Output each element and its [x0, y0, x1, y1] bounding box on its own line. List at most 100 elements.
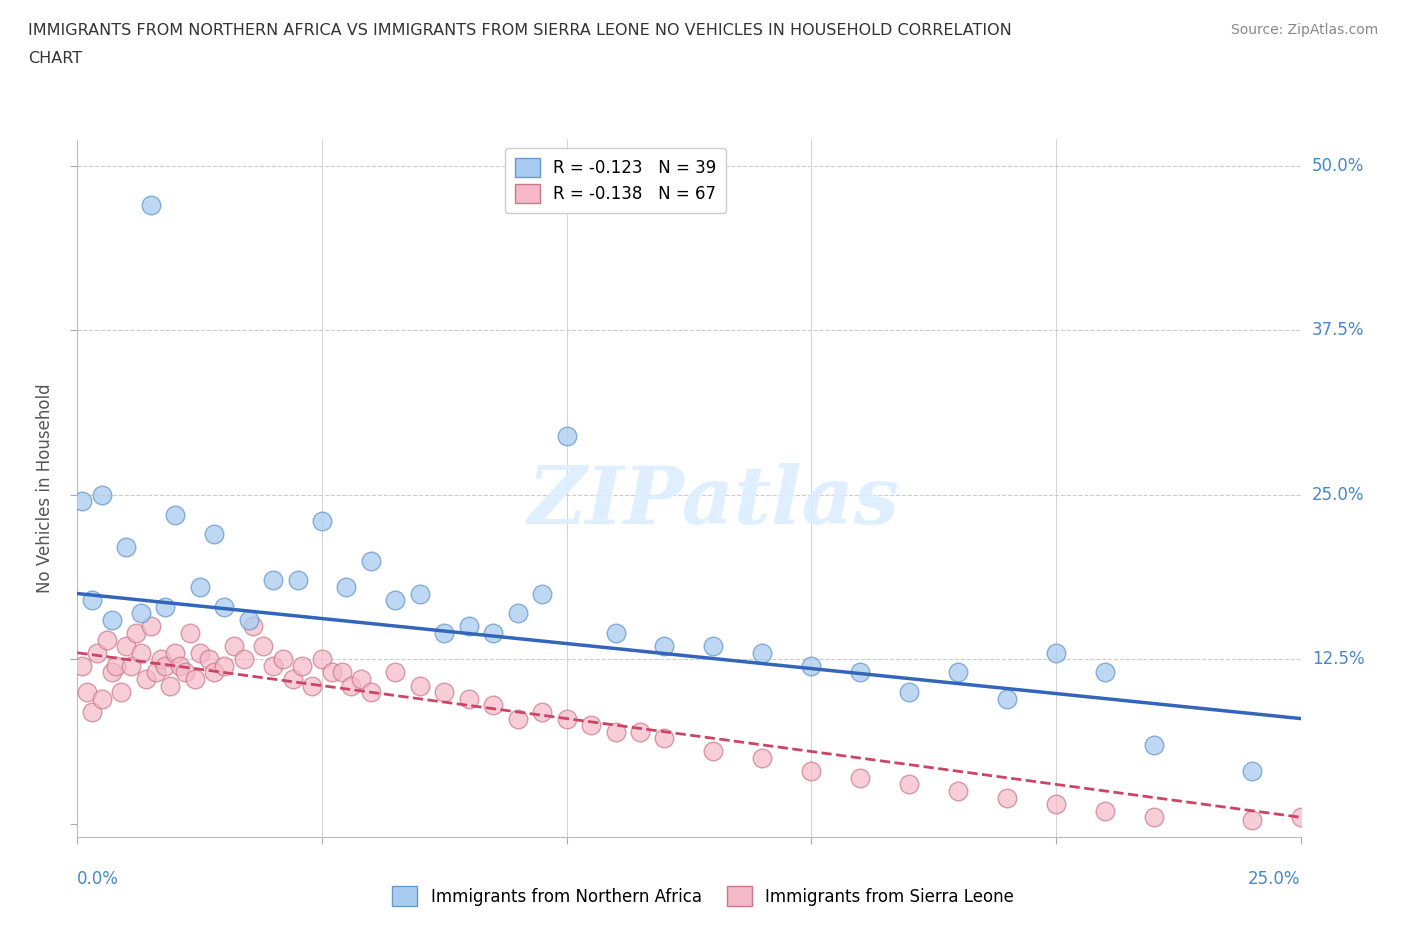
Point [849, 770, 872, 785]
Point [188, 579, 211, 594]
Point [105, 658, 128, 673]
Text: 25.0%: 25.0% [1249, 870, 1301, 887]
Point [291, 658, 314, 673]
Point [222, 639, 245, 654]
Point [340, 678, 363, 693]
Legend: Immigrants from Northern Africa, Immigrants from Sierra Leone: Immigrants from Northern Africa, Immigra… [385, 880, 1021, 912]
Point [1045, 797, 1067, 812]
Point [751, 645, 773, 660]
Point [125, 626, 148, 641]
Point [628, 724, 651, 739]
Text: ZIPatlas: ZIPatlas [527, 463, 900, 541]
Point [555, 711, 578, 726]
Point [110, 684, 132, 699]
Point [301, 678, 323, 693]
Point [506, 605, 529, 620]
Point [433, 626, 456, 641]
Point [702, 639, 724, 654]
Point [120, 658, 142, 673]
Point [149, 652, 172, 667]
Point [457, 691, 479, 706]
Point [995, 691, 1018, 706]
Point [188, 645, 211, 660]
Point [360, 553, 382, 568]
Point [995, 790, 1018, 805]
Point [184, 671, 207, 686]
Point [86, 645, 108, 660]
Point [849, 665, 872, 680]
Point [702, 744, 724, 759]
Point [433, 684, 456, 699]
Text: 37.5%: 37.5% [1312, 322, 1364, 339]
Point [90, 691, 112, 706]
Point [409, 586, 432, 601]
Point [384, 592, 406, 607]
Point [409, 678, 432, 693]
Point [238, 613, 260, 628]
Point [70, 658, 93, 673]
Point [579, 718, 602, 733]
Point [311, 652, 333, 667]
Point [654, 731, 676, 746]
Point [605, 626, 627, 641]
Point [1143, 810, 1166, 825]
Point [800, 658, 823, 673]
Point [350, 671, 373, 686]
Point [506, 711, 529, 726]
Point [212, 599, 235, 614]
Point [1143, 737, 1166, 752]
Text: 25.0%: 25.0% [1312, 485, 1364, 504]
Point [281, 671, 304, 686]
Y-axis label: No Vehicles in Household: No Vehicles in Household [37, 383, 55, 593]
Point [155, 599, 177, 614]
Text: 50.0%: 50.0% [1312, 157, 1364, 175]
Text: Source: ZipAtlas.com: Source: ZipAtlas.com [1230, 23, 1378, 37]
Point [531, 586, 554, 601]
Point [96, 632, 118, 647]
Point [1240, 764, 1263, 778]
Point [898, 777, 921, 791]
Point [115, 639, 138, 654]
Point [360, 684, 382, 699]
Point [654, 639, 676, 654]
Point [202, 665, 225, 680]
Point [155, 658, 177, 673]
Point [1094, 665, 1116, 680]
Point [165, 645, 187, 660]
Point [800, 764, 823, 778]
Point [159, 678, 181, 693]
Point [457, 619, 479, 634]
Point [129, 605, 152, 620]
Point [179, 626, 201, 641]
Text: 0.0%: 0.0% [77, 870, 120, 887]
Point [1045, 645, 1067, 660]
Point [482, 698, 505, 712]
Point [335, 579, 357, 594]
Point [100, 665, 122, 680]
Point [311, 513, 333, 528]
Point [751, 751, 773, 765]
Point [1240, 813, 1263, 828]
Point [139, 619, 162, 634]
Point [1289, 810, 1312, 825]
Point [946, 665, 969, 680]
Point [174, 665, 197, 680]
Point [70, 494, 93, 509]
Point [287, 573, 309, 588]
Point [271, 652, 294, 667]
Point [946, 783, 969, 798]
Point [212, 658, 235, 673]
Point [262, 658, 284, 673]
Point [90, 487, 112, 502]
Point [169, 658, 191, 673]
Point [198, 652, 221, 667]
Point [165, 507, 187, 522]
Point [100, 613, 122, 628]
Point [135, 671, 157, 686]
Text: 12.5%: 12.5% [1312, 650, 1364, 669]
Point [384, 665, 406, 680]
Point [321, 665, 343, 680]
Point [145, 665, 167, 680]
Point [80, 705, 103, 720]
Point [115, 540, 138, 555]
